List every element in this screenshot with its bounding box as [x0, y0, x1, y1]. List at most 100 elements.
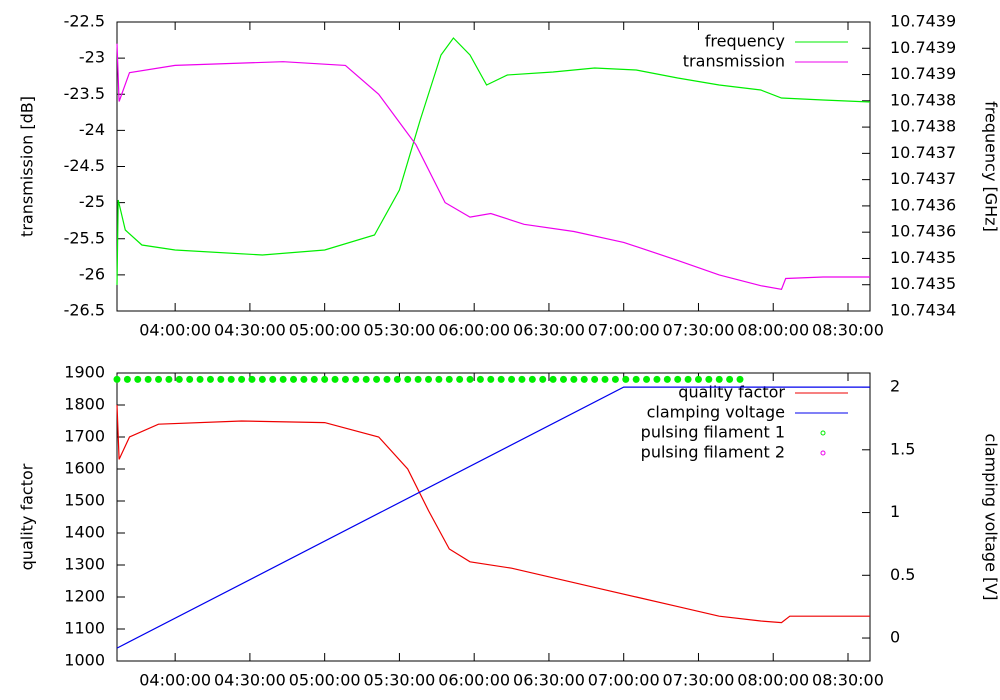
- x-tick-label: 05:00:00: [289, 321, 361, 340]
- data-point: [352, 375, 360, 383]
- data-point: [694, 375, 702, 383]
- y-tick-label: -23.5: [64, 84, 105, 103]
- data-point: [321, 375, 329, 383]
- y2-tick-label: 10.7435: [890, 274, 956, 293]
- data-point: [622, 375, 630, 383]
- x-tick-label: 07:00:00: [588, 671, 660, 690]
- x-tick-label: 05:30:00: [363, 671, 435, 690]
- data-point: [549, 375, 557, 383]
- legend-marker: [820, 450, 826, 456]
- data-point: [134, 375, 142, 383]
- data-point: [705, 375, 713, 383]
- data-point: [175, 375, 183, 383]
- x-tick-label: 04:00:00: [139, 321, 211, 340]
- data-point: [653, 375, 661, 383]
- data-point: [404, 375, 412, 383]
- data-point: [290, 375, 298, 383]
- y-tick-label: 1000: [64, 651, 105, 670]
- x-tick-label: 04:00:00: [139, 671, 211, 690]
- y2-tick-label: 0.5: [890, 565, 915, 584]
- y2-tick-label: 10.7438: [890, 90, 956, 109]
- data-point: [393, 375, 401, 383]
- data-point: [445, 375, 453, 383]
- data-point: [341, 375, 349, 383]
- data-point: [258, 375, 266, 383]
- data-point: [113, 375, 121, 383]
- data-point: [601, 375, 609, 383]
- data-point: [570, 375, 578, 383]
- data-point: [362, 375, 370, 383]
- y2-axis-label: frequency [GHz]: [982, 101, 1000, 232]
- x-tick-label: 05:00:00: [289, 671, 361, 690]
- x-tick-label: 06:30:00: [513, 671, 585, 690]
- data-point: [217, 375, 225, 383]
- y2-tick-label: 1: [890, 502, 900, 521]
- data-point: [186, 375, 194, 383]
- legend-label: pulsing filament 1: [641, 423, 785, 442]
- data-line: [116, 386, 870, 649]
- y-tick-label: 1900: [64, 363, 105, 382]
- x-tick-label: 08:00:00: [737, 321, 809, 340]
- data-point: [165, 375, 173, 383]
- data-point: [248, 375, 256, 383]
- data-point: [425, 375, 433, 383]
- y2-axis-label: clamping voltage [V]: [982, 434, 1000, 601]
- data-point: [663, 375, 671, 383]
- y-tick-label: -23: [79, 48, 105, 67]
- legend-label: pulsing filament 2: [641, 443, 785, 462]
- y2-tick-label: 10.7436: [890, 222, 956, 241]
- data-point: [331, 375, 339, 383]
- y-tick-label: 1400: [64, 523, 105, 542]
- data-point: [123, 375, 131, 383]
- y-tick-label: 1600: [64, 459, 105, 478]
- x-tick-label: 08:30:00: [812, 671, 884, 690]
- data-point: [476, 375, 484, 383]
- y2-tick-label: 10.7436: [890, 195, 956, 214]
- y2-tick-label: 10.7439: [890, 38, 956, 57]
- y2-tick-label: 10.7439: [890, 12, 956, 31]
- y2-tick-label: 2: [890, 377, 900, 396]
- y-tick-label: 1200: [64, 587, 105, 606]
- x-tick-label: 07:00:00: [588, 321, 660, 340]
- legend-label: frequency: [705, 32, 785, 51]
- data-point: [238, 375, 246, 383]
- data-point: [497, 375, 505, 383]
- y-tick-label: 1100: [64, 619, 105, 638]
- data-line: [116, 43, 870, 290]
- y2-tick-label: 10.7439: [890, 64, 956, 83]
- data-point: [487, 375, 495, 383]
- data-point: [591, 375, 599, 383]
- data-point: [414, 375, 422, 383]
- y-tick-label: -25.5: [64, 228, 105, 247]
- y-tick-label: -22.5: [64, 12, 105, 31]
- x-tick-label: 07:30:00: [663, 321, 735, 340]
- data-point: [383, 375, 391, 383]
- data-point: [508, 375, 516, 383]
- data-point: [684, 375, 692, 383]
- data-line: [116, 37, 871, 286]
- data-point: [144, 375, 152, 383]
- data-point: [227, 375, 235, 383]
- data-point: [715, 375, 723, 383]
- legend-label: transmission: [683, 52, 785, 71]
- data-point: [466, 375, 474, 383]
- data-point: [269, 375, 277, 383]
- data-point: [155, 375, 163, 383]
- data-point: [456, 375, 464, 383]
- x-tick-label: 08:00:00: [737, 671, 809, 690]
- y-tick-label: -24: [79, 120, 105, 139]
- data-point: [206, 375, 214, 383]
- y-axis-label: transmission [dB]: [18, 96, 37, 237]
- data-point: [196, 375, 204, 383]
- data-line: [116, 404, 870, 624]
- legend-label: quality factor: [678, 383, 785, 402]
- data-point: [643, 375, 651, 383]
- y-tick-label: 1700: [64, 427, 105, 446]
- y2-tick-label: 10.7437: [890, 143, 956, 162]
- data-point: [373, 375, 381, 383]
- y2-tick-label: 0: [890, 628, 900, 647]
- data-point: [279, 375, 287, 383]
- x-tick-label: 06:00:00: [438, 321, 510, 340]
- data-point: [539, 375, 547, 383]
